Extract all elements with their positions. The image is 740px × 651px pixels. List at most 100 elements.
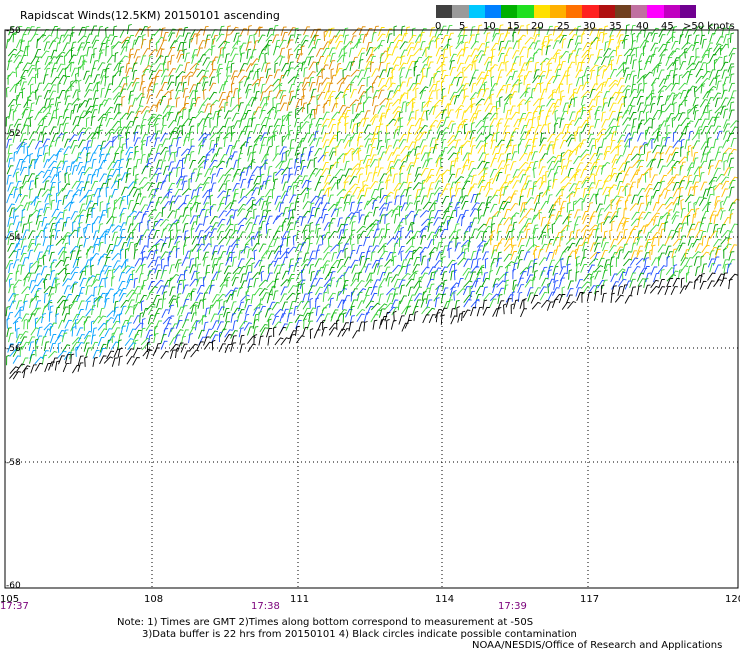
wind-barb — [398, 205, 403, 217]
wind-barb — [652, 189, 660, 199]
wind-barb — [239, 320, 248, 329]
wind-barb — [358, 26, 366, 36]
wind-barb — [665, 214, 671, 225]
wind-barb — [175, 64, 184, 74]
wind-barb — [217, 109, 223, 120]
wind-barb — [379, 151, 387, 161]
wind-barb — [118, 103, 122, 115]
wind-barb — [274, 250, 282, 260]
wind-barb — [27, 272, 35, 282]
wind-barb — [658, 252, 665, 262]
wind-barb — [90, 180, 98, 190]
wind-barb — [436, 192, 442, 203]
wind-barb — [253, 215, 260, 225]
wind-barb — [341, 106, 350, 116]
wind-barb — [679, 161, 686, 172]
wind-barb — [48, 145, 53, 156]
wind-barb — [196, 34, 201, 45]
wind-barb — [336, 188, 347, 197]
wind-barb — [440, 251, 444, 263]
wind-barb — [209, 76, 216, 87]
wind-barb — [327, 90, 336, 100]
wind-barb — [568, 27, 579, 36]
wind-barb — [98, 214, 106, 224]
wind-barb — [505, 224, 513, 234]
wind-barb — [310, 195, 319, 204]
wind-barb — [5, 260, 14, 269]
wind-barb — [202, 251, 210, 261]
wind-barb — [175, 97, 181, 108]
wind-barb — [722, 147, 732, 156]
wind-barb — [77, 300, 85, 310]
wind-barb — [616, 231, 624, 241]
wind-barb — [630, 126, 636, 136]
wind-barb — [86, 248, 91, 259]
wind-barb — [701, 210, 709, 220]
wind-barb — [504, 145, 512, 154]
wind-barb — [406, 258, 414, 267]
wind-barb — [160, 160, 166, 170]
wind-barb — [34, 288, 42, 297]
wind-barb — [575, 48, 582, 58]
wind-barb — [56, 199, 62, 210]
wind-barb — [610, 91, 619, 101]
wind-barb — [85, 174, 92, 184]
wind-barb — [672, 238, 682, 247]
wind-barb — [79, 277, 87, 287]
wind-barb — [77, 66, 82, 77]
wind-barb — [366, 76, 371, 87]
wind-barb — [247, 25, 252, 36]
wind-barb — [392, 264, 402, 273]
wind-barb — [433, 293, 442, 302]
wind-barb — [258, 196, 265, 206]
wind-barb — [309, 202, 315, 213]
wind-barb — [71, 180, 80, 189]
wind-barb — [700, 255, 705, 266]
wind-barb — [92, 82, 100, 92]
wind-barb — [727, 37, 731, 49]
wind-barb — [369, 219, 380, 228]
wind-barb — [637, 83, 643, 94]
wind-barb — [322, 319, 326, 331]
wind-barb — [139, 80, 145, 91]
wind-barb — [231, 277, 239, 287]
wind-barb — [265, 153, 269, 165]
wind-barb — [714, 160, 722, 170]
wind-barb — [499, 186, 506, 197]
wind-barb — [476, 258, 482, 269]
wind-barb — [187, 131, 194, 142]
wind-barb — [642, 41, 650, 51]
wind-barb — [42, 74, 49, 84]
wind-barb — [224, 344, 232, 354]
wind-barb — [687, 186, 694, 197]
wind-barb — [287, 53, 294, 64]
wind-barb — [589, 108, 593, 120]
wind-barb — [20, 195, 28, 204]
wind-barb — [43, 322, 53, 331]
wind-barb — [189, 258, 195, 269]
wind-barb — [721, 152, 727, 163]
wind-barb — [230, 26, 239, 35]
wind-barb — [128, 186, 137, 196]
wind-barb — [609, 139, 616, 150]
wind-barb — [629, 278, 636, 288]
wind-barb — [413, 311, 419, 322]
wind-barb — [48, 361, 55, 371]
wind-barb — [453, 202, 461, 212]
wind-barb — [85, 105, 94, 115]
wind-barb — [111, 45, 115, 56]
wind-barb — [672, 181, 680, 191]
wind-barb — [336, 178, 341, 190]
wind-barb — [559, 207, 565, 217]
wind-barb — [687, 85, 696, 94]
wind-barb — [287, 246, 297, 255]
wind-barb — [260, 91, 266, 101]
wind-barb — [545, 185, 552, 196]
wind-barb — [644, 241, 651, 252]
wind-barb — [651, 244, 656, 255]
wind-barb — [428, 202, 437, 211]
wind-barb — [365, 300, 375, 309]
wind-barb — [250, 58, 260, 67]
wind-barb — [48, 117, 56, 126]
wind-barb — [412, 82, 421, 92]
